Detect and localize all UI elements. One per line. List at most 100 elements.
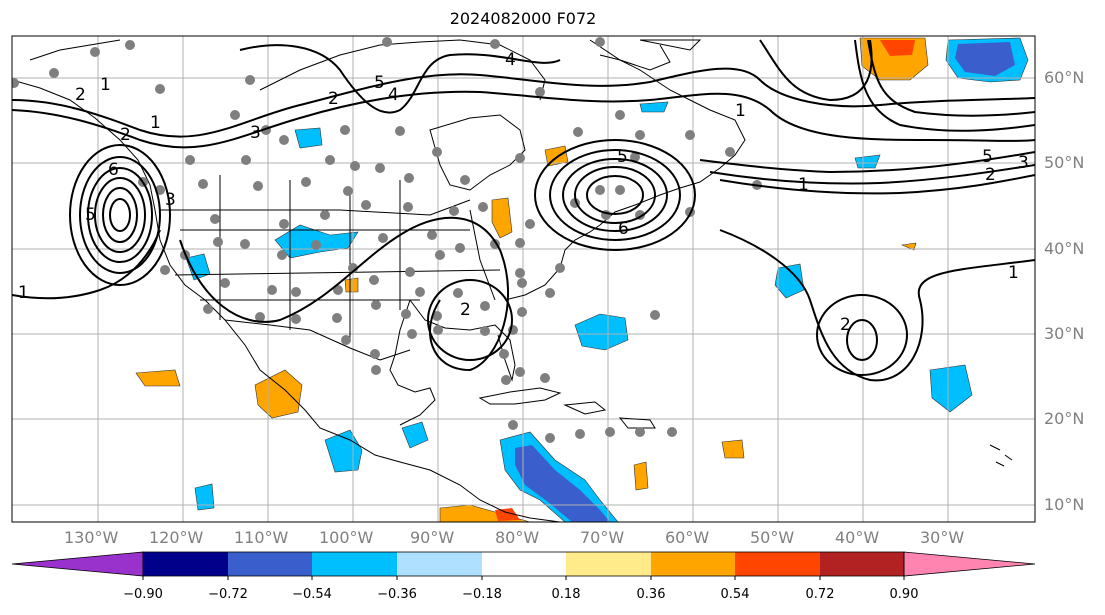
contour-label: 2 [328, 89, 339, 109]
contour-line [867, 39, 1035, 117]
contour-line [709, 164, 1035, 185]
colorbar-tick-label: 0.18 [551, 587, 581, 602]
negative-anomaly-patch [194, 483, 215, 511]
contour-ring [574, 166, 656, 224]
negative-anomaly-patch [639, 101, 669, 113]
positive-anomaly-core [495, 508, 520, 521]
colorbar-tick-label: −0.36 [377, 587, 417, 602]
contour-line [12, 229, 161, 300]
positive-anomaly-patch [344, 277, 359, 293]
lon-label-40w: 40°W [835, 528, 880, 547]
contour-line [239, 44, 561, 114]
negative-anomaly-core [955, 42, 1015, 76]
colorbar-tick-label: −0.54 [292, 587, 332, 602]
contour-label: 6 [618, 219, 629, 239]
contour-label: 3 [1018, 153, 1029, 173]
colorbar-segment [143, 552, 228, 576]
contour-label: 5 [85, 205, 96, 225]
lat-label-60n: 60°N [1044, 68, 1085, 87]
contour-label: 1 [798, 175, 809, 195]
contour-label: 2 [120, 125, 131, 145]
contour-label: 3 [250, 123, 261, 143]
positive-anomaly-patch [900, 242, 917, 251]
colorbar-extend-min [11, 551, 144, 577]
colorbar-segment [312, 552, 397, 576]
lon-label-120w: 120°W [149, 528, 204, 547]
colorbar-tick-label: −0.18 [462, 587, 502, 602]
lon-label-100w: 100°W [319, 528, 374, 547]
contour-line [12, 67, 1035, 138]
contour-label: 1 [18, 283, 29, 303]
lon-label-90w: 90°W [410, 528, 455, 547]
lat-label-40n: 40°N [1044, 239, 1085, 258]
contour-ring [816, 294, 908, 376]
colorbar [11, 551, 1036, 580]
contour-ring [102, 187, 138, 243]
negative-anomaly-patch [574, 313, 629, 351]
shaded-anomaly-regions [135, 37, 1029, 522]
positive-anomaly-patch [721, 439, 745, 459]
colorbar-tick-label: 0.90 [889, 587, 919, 602]
contour-label: 1 [1008, 263, 1019, 283]
contour-line [12, 90, 1035, 149]
graticule [12, 36, 1035, 522]
map-title: 2024082000 F072 [449, 9, 597, 28]
contour-line [719, 229, 1035, 382]
contour-label: 6 [108, 160, 119, 180]
contour-label: 5 [374, 73, 385, 93]
colorbar-segment [735, 552, 820, 576]
positive-anomaly-core [880, 40, 915, 56]
contour-label: 2 [985, 165, 996, 185]
negative-anomaly-patch [185, 253, 211, 281]
negative-anomaly-patch [401, 421, 429, 449]
colorbar-tick-label: −0.90 [123, 587, 163, 602]
contour-ring [549, 149, 681, 241]
contour-line [699, 151, 1035, 174]
lon-label-80w: 80°W [495, 528, 540, 547]
lon-label-70w: 70°W [580, 528, 625, 547]
colorbar-segment [397, 552, 482, 576]
positive-anomaly-patch [491, 197, 513, 239]
lat-label-50n: 50°N [1044, 153, 1085, 172]
colorbar-segment [651, 552, 735, 576]
contour-label: 1 [100, 75, 111, 95]
contour-ring [427, 279, 513, 361]
negative-anomaly-patch [929, 364, 973, 413]
lon-label-30w: 30°W [920, 528, 965, 547]
contour-label: 5 [982, 147, 993, 167]
contour-label: 3 [165, 190, 176, 210]
contour-ring [94, 177, 146, 253]
colorbar-tick-label: 0.54 [720, 587, 750, 602]
positive-anomaly-patch [254, 369, 303, 419]
contour-labels: 1 2 3 4 5 6 5 3 2 1 2 1 5 3 2 1 1 2 4 5 … [18, 50, 1029, 335]
contour-label: 1 [735, 101, 746, 121]
contour-ring [846, 319, 878, 361]
contour-ring [534, 139, 696, 251]
contour-label: 5 [617, 147, 628, 167]
negative-anomaly-patch [324, 429, 363, 473]
negative-anomaly-patch [294, 127, 323, 149]
colorbar-segment [482, 552, 566, 576]
contour-line [179, 216, 509, 372]
contour-ring [79, 156, 161, 274]
contour-ring [109, 198, 131, 232]
lat-label-30n: 30°N [1044, 324, 1085, 343]
positive-anomaly-patch [135, 369, 181, 387]
contour-lines [12, 39, 1035, 382]
negative-anomaly-core [515, 445, 610, 522]
lon-label-60w: 60°W [665, 528, 710, 547]
contour-ring [562, 158, 668, 232]
contour-ring [69, 144, 171, 286]
contour-label: 1 [150, 113, 161, 133]
contour-ring [87, 167, 153, 263]
negative-anomaly-patch [774, 263, 805, 299]
lat-label-20n: 20°N [1044, 409, 1085, 428]
contour-label: 2 [75, 85, 86, 105]
observation-sites [12, 37, 762, 443]
contour-label: 4 [388, 85, 399, 105]
colorbar-tick-label: 0.72 [805, 587, 835, 602]
colorbar-extend-max [903, 551, 1036, 577]
contour-line [759, 39, 873, 102]
colorbar-tick-label: −0.72 [208, 587, 248, 602]
contour-line [854, 39, 1035, 132]
